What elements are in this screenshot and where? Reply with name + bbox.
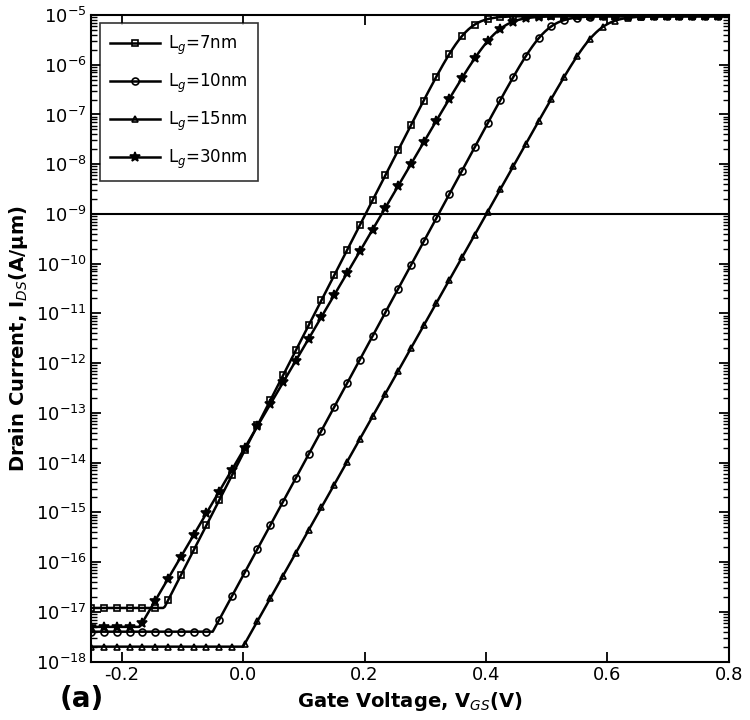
L$_g$=7nm xyxy=(295,340,304,348)
L$_g$=15nm xyxy=(87,642,96,651)
L$_g$=10nm xyxy=(550,20,560,29)
L$_g$=10nm xyxy=(295,468,304,477)
L$_g$=15nm xyxy=(164,642,172,651)
L$_g$=7nm xyxy=(488,14,496,22)
L$_g$=7nm xyxy=(339,252,348,261)
L$_g$=7nm xyxy=(547,12,556,20)
L$_g$=30nm xyxy=(295,351,304,359)
Line: L$_g$=15nm: L$_g$=15nm xyxy=(88,13,732,650)
Line: L$_g$=30nm: L$_g$=30nm xyxy=(86,12,734,631)
L$_g$=10nm xyxy=(339,385,348,394)
L$_g$=7nm xyxy=(724,12,734,20)
Y-axis label: Drain Current, I$_{DS}$(A/μm): Drain Current, I$_{DS}$(A/μm) xyxy=(7,205,30,472)
L$_g$=10nm xyxy=(488,110,496,119)
L$_g$=15nm xyxy=(488,199,496,207)
L$_g$=30nm xyxy=(87,623,96,631)
L$_g$=15nm xyxy=(550,89,560,97)
L$_g$=30nm xyxy=(550,12,560,21)
L$_g$=10nm xyxy=(724,12,734,20)
L$_g$=15nm xyxy=(724,12,734,20)
Line: L$_g$=7nm: L$_g$=7nm xyxy=(88,13,732,611)
Legend: L$_g$=7nm, L$_g$=10nm, L$_g$=15nm, L$_g$=30nm: L$_g$=7nm, L$_g$=10nm, L$_g$=15nm, L$_g$… xyxy=(100,23,258,181)
L$_g$=10nm xyxy=(164,627,172,636)
L$_g$=15nm xyxy=(547,94,556,103)
L$_g$=7nm xyxy=(550,12,560,20)
L$_g$=15nm xyxy=(339,463,348,472)
L$_g$=7nm xyxy=(164,596,172,605)
L$_g$=10nm xyxy=(87,627,96,636)
L$_g$=30nm xyxy=(164,575,172,583)
L$_g$=7nm xyxy=(87,603,96,612)
L$_g$=30nm xyxy=(724,12,734,20)
L$_g$=30nm xyxy=(547,12,556,21)
Text: (a): (a) xyxy=(60,685,104,713)
L$_g$=15nm xyxy=(295,543,304,552)
L$_g$=30nm xyxy=(339,274,348,283)
X-axis label: Gate Voltage, V$_{GS}$(V): Gate Voltage, V$_{GS}$(V) xyxy=(297,690,523,713)
L$_g$=30nm xyxy=(488,32,496,40)
Line: L$_g$=10nm: L$_g$=10nm xyxy=(88,13,732,635)
L$_g$=10nm xyxy=(547,22,556,30)
